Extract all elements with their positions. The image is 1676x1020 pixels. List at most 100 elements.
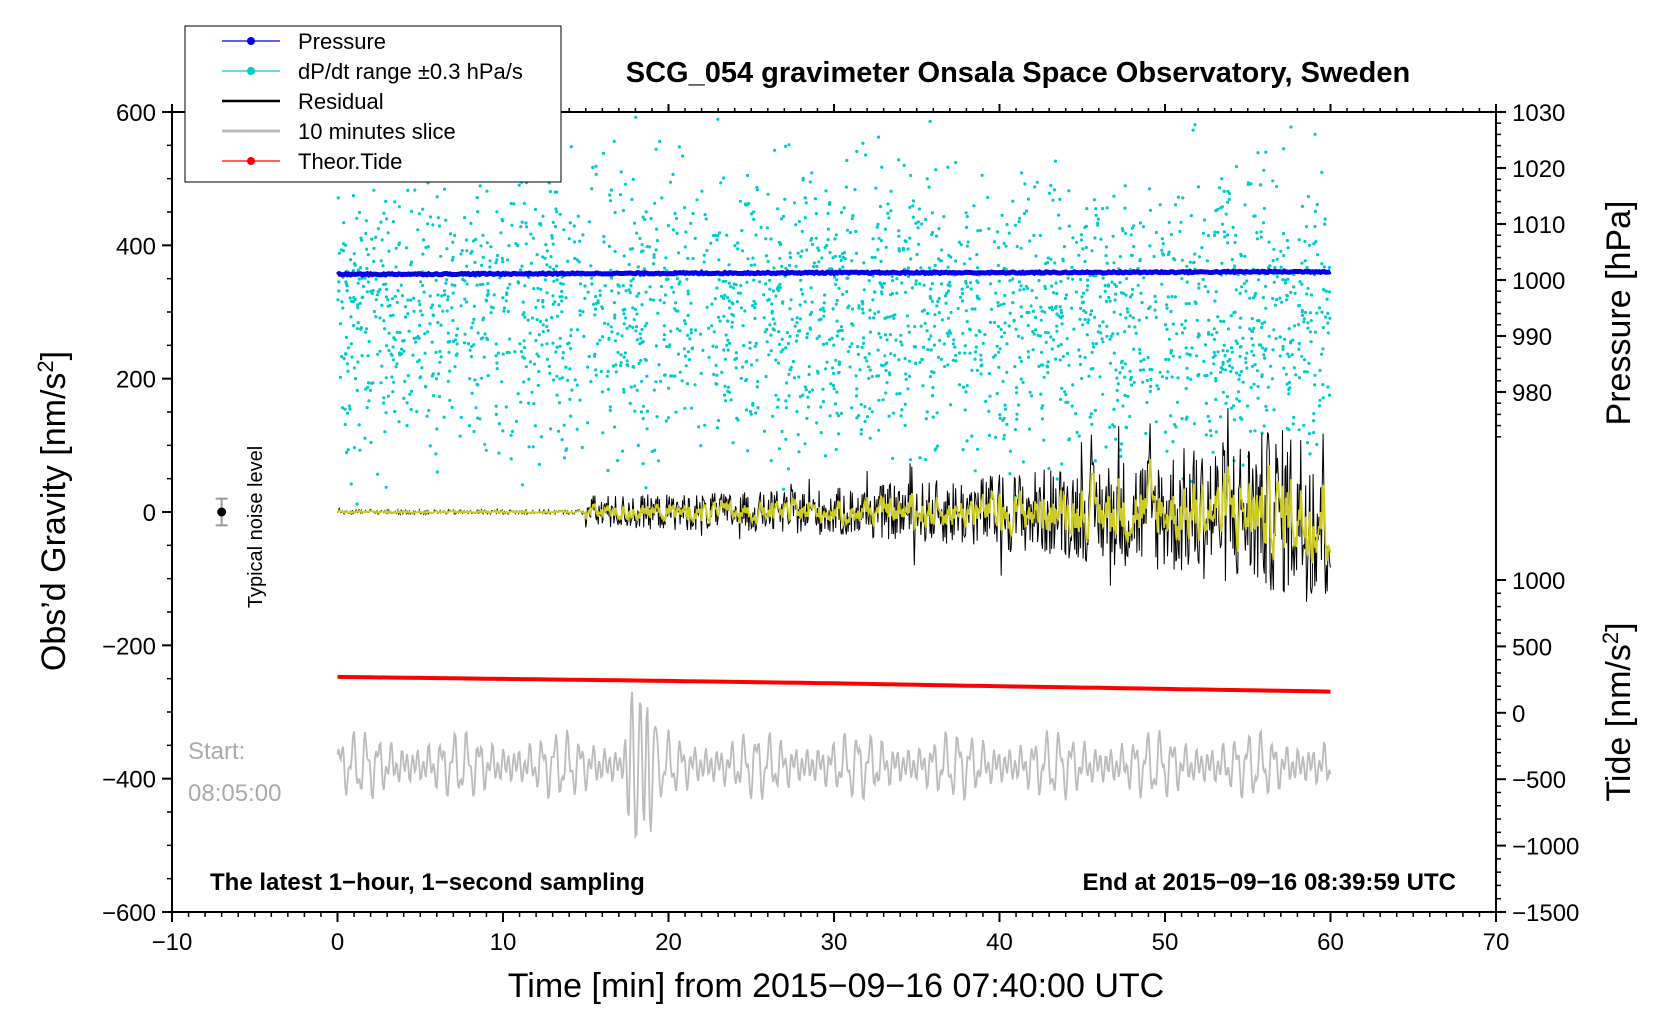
dpdt-point — [1170, 233, 1173, 236]
dpdt-point — [640, 328, 643, 331]
dpdt-point — [1079, 355, 1082, 358]
dpdt-point — [728, 299, 731, 302]
dpdt-point — [1028, 239, 1031, 242]
dpdt-point — [620, 334, 623, 337]
dpdt-point — [602, 235, 605, 238]
dpdt-point — [1125, 426, 1128, 429]
dpdt-point — [716, 426, 719, 429]
dpdt-point — [660, 196, 663, 199]
dpdt-point — [501, 218, 504, 221]
dpdt-point — [938, 339, 941, 342]
dpdt-point — [954, 359, 957, 362]
dpdt-point — [424, 352, 427, 355]
dpdt-point — [1239, 317, 1242, 320]
dpdt-point — [861, 142, 864, 145]
dpdt-point — [776, 406, 779, 409]
dpdt-point — [907, 324, 910, 327]
dpdt-point — [469, 222, 472, 225]
dpdt-point — [965, 226, 968, 229]
dpdt-point — [1053, 188, 1056, 191]
dpdt-point — [1086, 333, 1089, 336]
dpdt-point — [1241, 337, 1244, 340]
dpdt-point — [586, 366, 589, 369]
dpdt-point — [604, 284, 607, 287]
dpdt-point — [667, 416, 670, 419]
dpdt-point — [987, 227, 990, 230]
dpdt-point — [853, 188, 856, 191]
dpdt-point — [435, 427, 438, 430]
dpdt-point — [804, 196, 807, 199]
dpdt-point — [1002, 302, 1005, 305]
dpdt-point — [806, 332, 809, 335]
dpdt-point — [674, 301, 677, 304]
dpdt-point — [793, 376, 796, 379]
dpdt-point — [1223, 344, 1226, 347]
dpdt-point — [754, 302, 757, 305]
dpdt-point — [931, 282, 934, 285]
dpdt-point — [615, 370, 618, 373]
dpdt-point — [1097, 330, 1100, 333]
dpdt-point — [371, 381, 374, 384]
dpdt-point — [1055, 312, 1058, 315]
dpdt-point — [608, 337, 611, 340]
dpdt-point — [1298, 238, 1301, 241]
dpdt-point — [410, 408, 413, 411]
dpdt-point — [736, 300, 739, 303]
dpdt-point — [835, 320, 838, 323]
dpdt-point — [1326, 312, 1329, 315]
dpdt-point — [841, 329, 844, 332]
dpdt-point — [1250, 386, 1253, 389]
dpdt-point — [966, 245, 969, 248]
dpdt-point — [1312, 242, 1315, 245]
dpdt-point — [465, 238, 468, 241]
dpdt-point — [689, 222, 692, 225]
dpdt-point — [1314, 331, 1317, 334]
dpdt-point — [996, 392, 999, 395]
dpdt-point — [1164, 431, 1167, 434]
dpdt-point — [610, 289, 613, 292]
dpdt-point — [625, 289, 628, 292]
dpdt-point — [1244, 357, 1247, 360]
dpdt-point — [1276, 275, 1279, 278]
dpdt-point — [549, 190, 552, 193]
dpdt-point — [635, 325, 638, 328]
dpdt-point — [520, 350, 523, 353]
dpdt-point — [748, 341, 751, 344]
dpdt-point — [521, 221, 524, 224]
dpdt-point — [742, 344, 745, 347]
dpdt-point — [382, 212, 385, 215]
dpdt-point — [382, 283, 385, 286]
dpdt-point — [469, 349, 472, 352]
dpdt-point — [471, 392, 474, 395]
dpdt-point — [492, 306, 495, 309]
dpdt-point — [1264, 151, 1267, 154]
dpdt-point — [983, 333, 986, 336]
dpdt-point — [1027, 356, 1030, 359]
note-latest-hour: The latest 1−hour, 1−second sampling — [210, 869, 645, 896]
dpdt-point — [1101, 393, 1104, 396]
dpdt-point — [518, 342, 521, 345]
dpdt-point — [713, 330, 716, 333]
dpdt-point — [756, 385, 759, 388]
dpdt-point — [1064, 297, 1067, 300]
dpdt-point — [767, 260, 770, 263]
dpdt-point — [873, 312, 876, 315]
dpdt-point — [1138, 352, 1141, 355]
dpdt-point — [366, 290, 369, 293]
dpdt-point — [471, 250, 474, 253]
dpdt-point — [869, 437, 872, 440]
dpdt-point — [815, 212, 818, 215]
dpdt-point — [1242, 464, 1245, 467]
dpdt-point — [904, 403, 907, 406]
dpdt-point — [499, 231, 502, 234]
dpdt-point — [868, 279, 871, 282]
dpdt-point — [767, 353, 770, 356]
dpdt-point — [367, 253, 370, 256]
dpdt-point — [1023, 182, 1026, 185]
dpdt-point — [752, 210, 755, 213]
dpdt-point — [609, 405, 612, 408]
dpdt-point — [1071, 236, 1074, 239]
dpdt-point — [884, 391, 887, 394]
dpdt-point — [1306, 327, 1309, 330]
dpdt-point — [865, 359, 868, 362]
